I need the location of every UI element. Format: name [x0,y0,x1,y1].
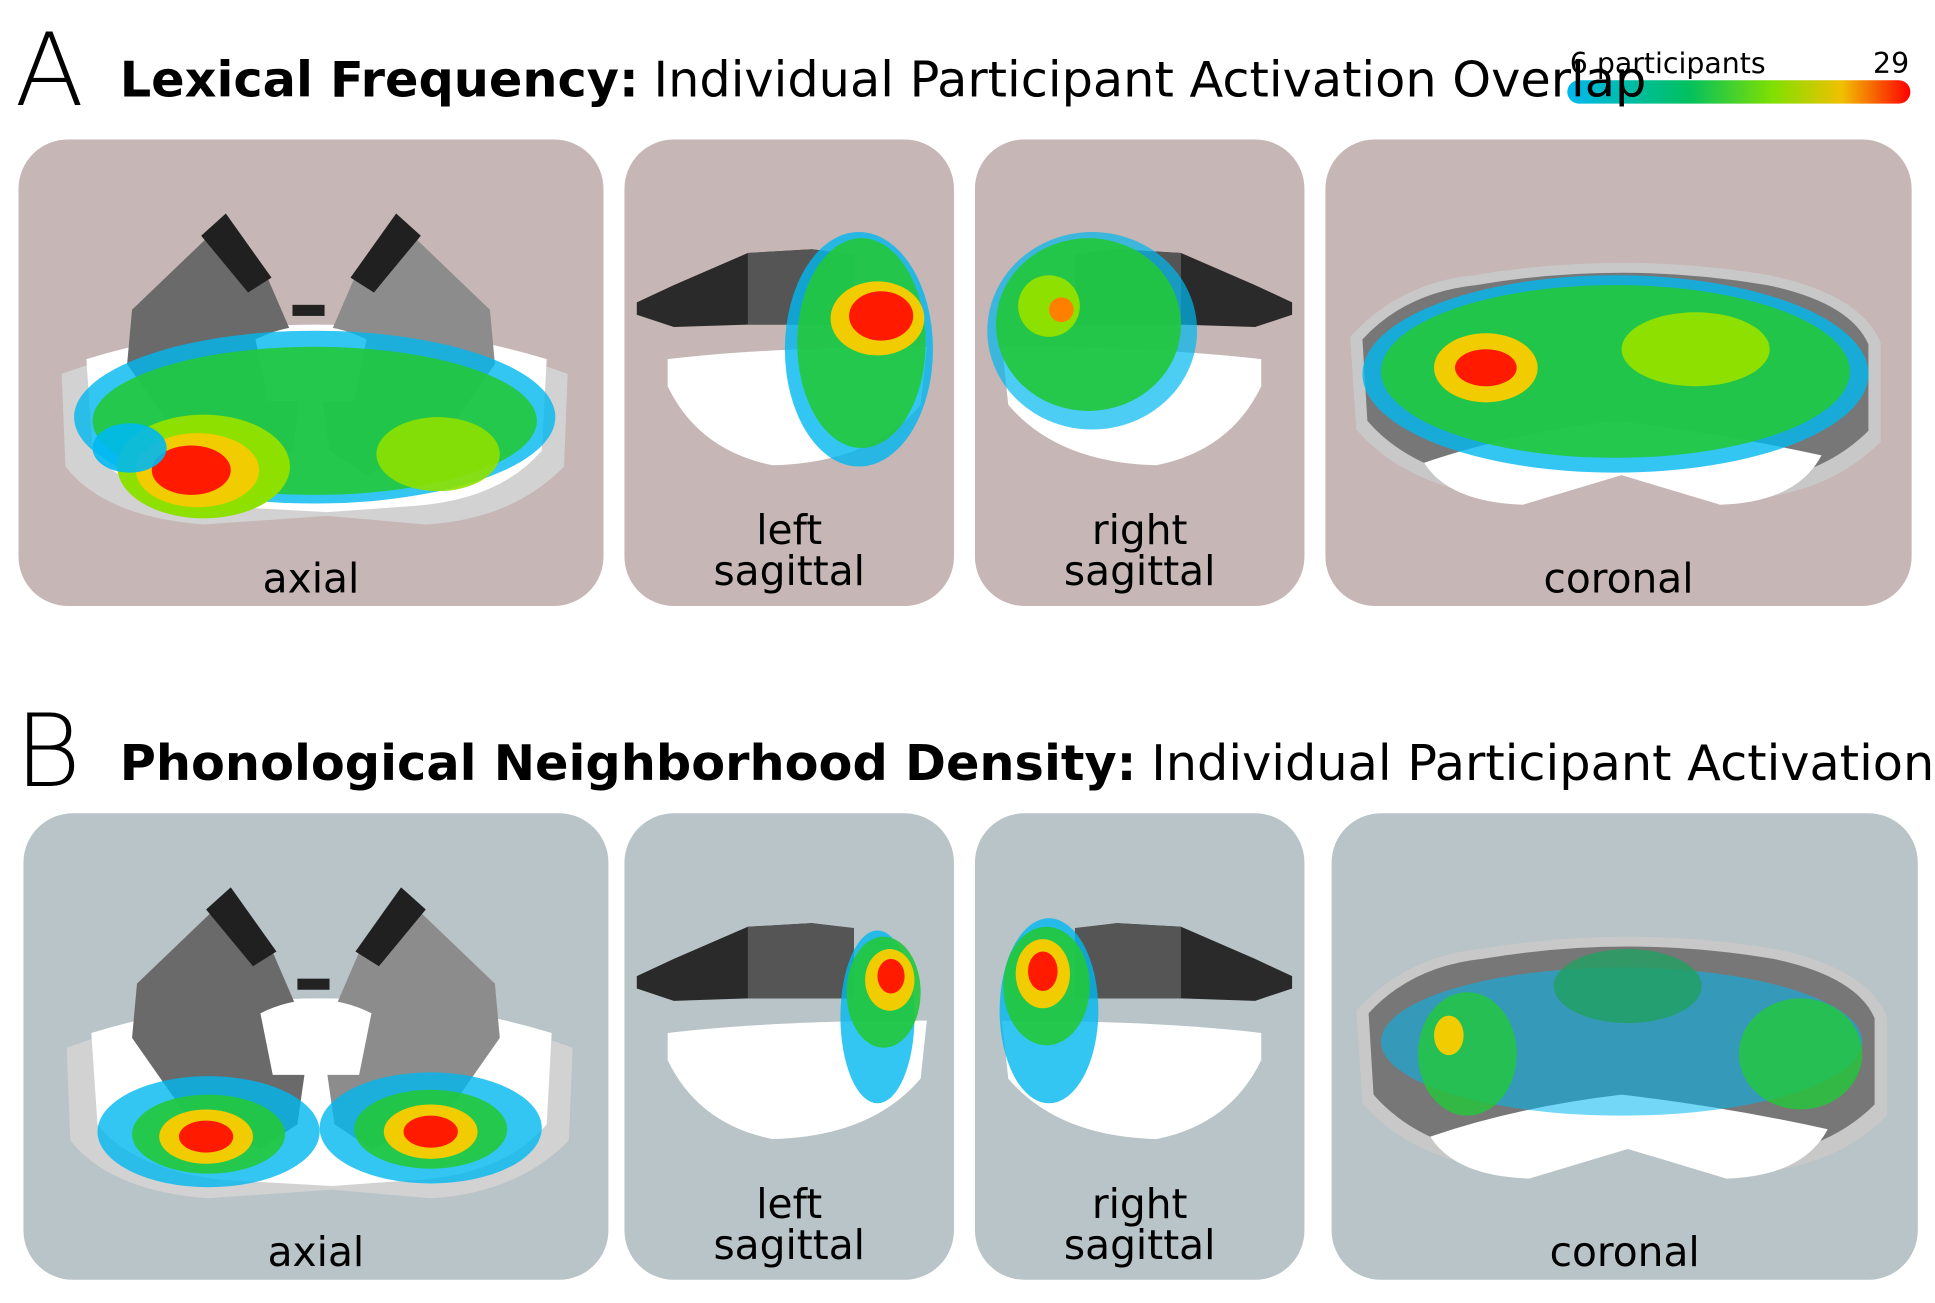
view-label: right [1092,1180,1188,1228]
panel-letter: B [15,692,81,810]
view-label: left [756,506,822,554]
panel: A Lexical Frequency: Individual Participan… [15,11,1912,606]
panel-title-rest: Individual Participant Activation Overla… [1151,734,1935,792]
brain-view: coronal [1325,139,1912,606]
view-label: coronal [1543,554,1693,602]
colorbar-min-label: 6 participants [1570,47,1766,80]
view-label: sagittal [713,1221,865,1269]
panel: B Phonological Neighborhood Density: Indiv… [15,692,1935,1280]
view-label: coronal [1550,1228,1700,1276]
view-label: sagittal [1064,547,1216,595]
colorbar-max-label: 29 [1873,47,1909,80]
view-label: right [1092,506,1188,554]
activation-overlay [987,232,1198,430]
panel-title-bold: Lexical Frequency: [120,50,639,108]
panel-title: Phonological Neighborhood Density: Indivi… [120,734,1935,792]
activation-overlay [1380,949,1863,1116]
panel-title-bold: Phonological Neighborhood Density: [120,734,1137,792]
view-label: axial [268,1228,365,1276]
view-label: sagittal [713,547,865,595]
figure-content: 6 participants 29 A Lexical Frequency: Ind… [15,11,1935,1280]
activation-overlay [74,330,556,519]
colorbar-gradient [1567,80,1911,104]
activation-overlay [840,930,921,1104]
panel-title-rest: Individual Participant Activation Overla… [654,50,1647,108]
brain-view: coronal [1331,813,1918,1280]
view-label: left [756,1180,822,1228]
brain-view: axial [23,813,609,1280]
activation-overlay [97,1072,542,1188]
panel-letter: A [15,11,84,129]
panel-title: Lexical Frequency: Individual Participant… [120,50,1647,108]
view-label: sagittal [1064,1221,1216,1269]
activation-overlay [1362,275,1869,473]
colorbar: 6 participants 29 [1567,47,1911,104]
activation-overlay [999,918,1099,1104]
activation-overlay [784,232,933,467]
brain-view: axial [18,139,604,606]
view-label: axial [263,554,360,602]
